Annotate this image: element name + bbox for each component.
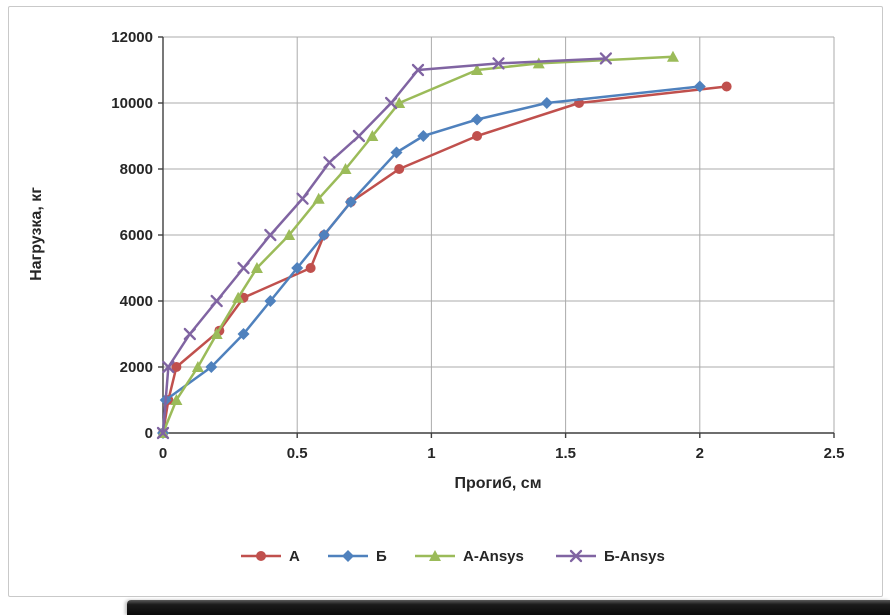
svg-text:8000: 8000 [120,161,153,178]
x-axis-title: Прогиб, см [454,475,542,492]
legend-item-Б: Б [328,548,387,565]
svg-text:1: 1 [427,445,435,462]
svg-text:1.5: 1.5 [555,445,576,462]
series-Б-Ansys [156,52,613,440]
legend-item-А: А [241,548,300,565]
svg-text:0.5: 0.5 [287,445,308,462]
chart-frame: 0 0.5 1 1.5 2 2.5 0 2000 4000 6000 8000 10000 12000 А… [8,6,883,597]
line-chart: 0 0.5 1 1.5 2 2.5 0 2000 4000 6000 8000 10000 12000 А… [111,29,845,565]
svg-text:Б: Б [376,548,387,565]
svg-text:0: 0 [159,445,167,462]
y-axis-title: Нагрузка, кг [28,187,45,281]
svg-text:4000: 4000 [120,293,153,310]
legend-item-Б-Ansys: Б-Ansys [556,548,665,565]
svg-text:12000: 12000 [111,29,153,46]
svg-text:10000: 10000 [111,95,153,112]
svg-text:0: 0 [145,425,153,442]
svg-text:А-Ansys: А-Ansys [463,548,524,565]
svg-text:А: А [289,548,300,565]
svg-text:2000: 2000 [120,359,153,376]
series-А [158,81,732,438]
svg-text:2.5: 2.5 [824,445,845,462]
svg-text:6000: 6000 [120,227,153,244]
series-А-Ansys [157,50,679,438]
legend-item-А-Ansys: А-Ansys [415,548,524,565]
svg-text:2: 2 [696,445,704,462]
svg-text:Б-Ansys: Б-Ansys [604,548,665,565]
bottom-window-edge [127,600,890,615]
